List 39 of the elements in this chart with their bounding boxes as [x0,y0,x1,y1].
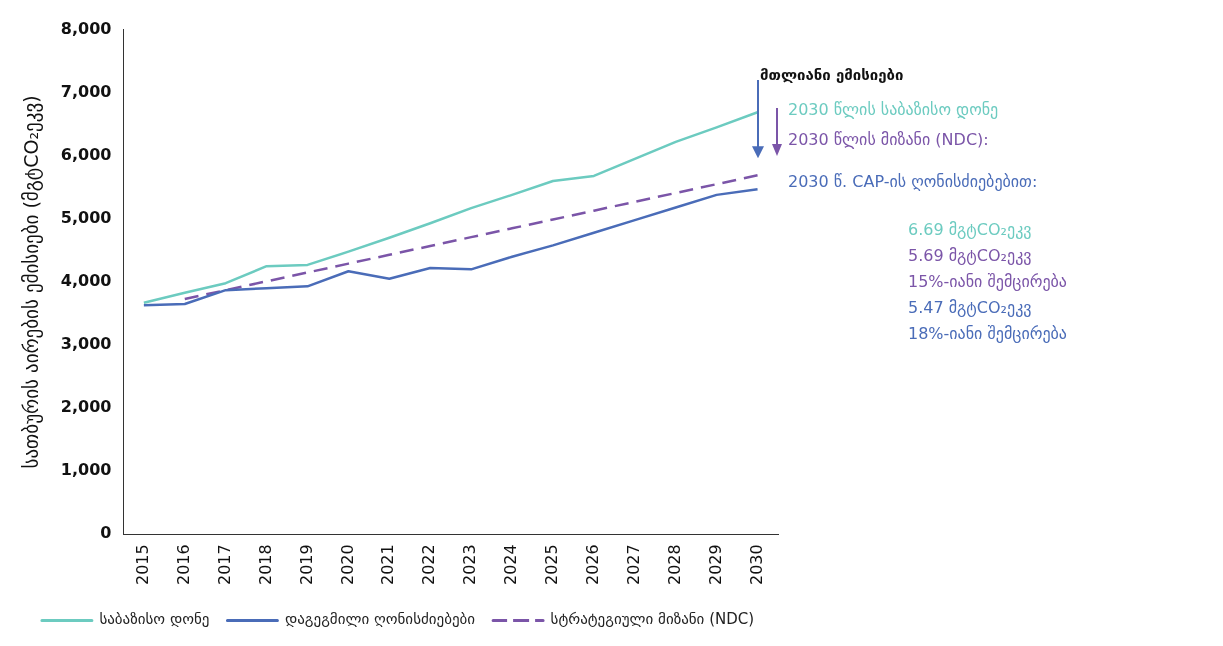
annotation: მთლიანი ემისიები [760,66,904,84]
y-tick-label: 6,000 [60,144,112,164]
y-tick-label: 5,000 [60,208,112,228]
x-tick-label: 2025 [542,544,562,585]
y-tick-label: 7,000 [60,81,112,101]
x-tick-label: 2022 [419,544,439,585]
x-tick-label: 2027 [623,544,643,585]
text: 2030 წლის მიზანი (NDC): [788,130,989,149]
x-tick-label: 2016 [173,544,193,585]
y-tick-label: 8,000 [60,18,112,38]
x-tick-label: 2024 [501,544,521,585]
text: 5.47 მგტCO₂ეკვ [908,298,1032,317]
line-series [183,174,759,301]
y-tick-label: 2,000 [60,397,112,417]
x-tick-label: 2019 [296,544,316,585]
x-tick-label: 2021 [378,544,398,585]
legend-label: სტრატეგიული მიზანი (NDC) [550,610,755,629]
text: 5.69 მგტCO₂ეკვ [908,246,1032,265]
text: 6.69 მგტCO₂ეკვ [908,220,1032,239]
text: 15%-იანი შემცირება [908,272,1067,291]
x-tick-label: 2030 [746,544,766,585]
legend-label: დაგეგმილი ღონისძიებები [284,610,476,629]
x-tick-label: 2023 [460,544,480,585]
x-tick-label: 2015 [133,544,153,585]
text: 2030 წ. CAP-ის ღონისძიებებით: [788,172,1038,191]
x-tick-label: 2020 [337,544,357,585]
x-tick-label: 2018 [255,544,275,585]
y-tick-label: 0 [100,523,112,543]
y-axis-title: სათბურის აირების ემისიები (მგტCO₂ეკვ) [20,95,44,469]
x-tick-label: 2026 [583,544,603,585]
x-tick-label: 2028 [664,544,684,585]
y-tick-label: 4,000 [60,271,112,291]
y-tick-label: 1,000 [60,460,112,480]
text: 18%-იანი შემცირება [908,324,1067,343]
x-tick-label: 2017 [214,544,234,585]
y-tick-label: 3,000 [60,334,112,354]
x-tick-label: 2029 [705,544,725,585]
legend-label: საბაზისო დონე [99,610,210,629]
text: 2030 წლის საბაზისო დონე [788,100,999,119]
